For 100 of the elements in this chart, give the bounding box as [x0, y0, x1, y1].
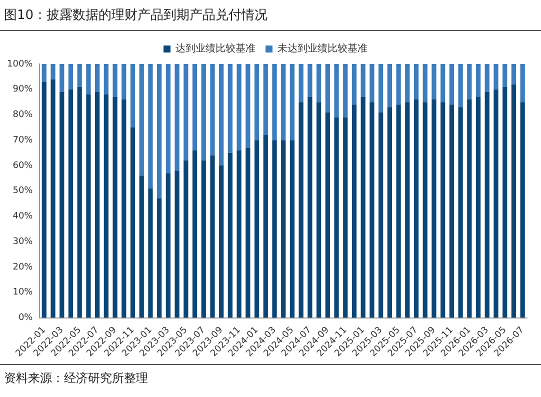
bar — [511, 84, 516, 318]
bar — [502, 64, 508, 87]
bar — [272, 140, 277, 318]
bar — [130, 127, 136, 318]
bar — [308, 64, 312, 97]
bar — [263, 64, 268, 136]
bar — [184, 160, 188, 318]
bar — [254, 64, 260, 140]
bar — [494, 89, 498, 318]
bar — [458, 64, 463, 108]
bar — [502, 86, 508, 318]
bar — [422, 102, 428, 318]
bar — [104, 94, 108, 318]
bar — [440, 64, 446, 102]
bar — [148, 188, 153, 318]
bar — [334, 64, 339, 118]
bar — [86, 64, 91, 94]
chart-title: 图10：披露数据的理财产品到期产品兑付情况 — [4, 7, 268, 24]
bar — [246, 148, 250, 318]
bar — [298, 102, 304, 318]
bar — [520, 64, 525, 102]
bar — [219, 64, 224, 166]
bar — [77, 86, 82, 318]
bar — [467, 64, 472, 100]
bar — [405, 64, 410, 102]
bar — [157, 198, 162, 318]
bar — [104, 64, 108, 94]
y-tick-label: 30% — [12, 236, 34, 247]
bar — [449, 104, 454, 318]
bar — [139, 64, 144, 176]
bar — [281, 64, 286, 140]
bar — [298, 64, 304, 102]
bar — [290, 64, 295, 140]
bar — [440, 102, 446, 318]
bar — [422, 64, 428, 102]
bar — [414, 100, 419, 318]
bar — [174, 170, 180, 318]
y-tick-label: 40% — [12, 212, 34, 222]
bar — [360, 96, 366, 318]
y-tick-label: 0% — [18, 313, 34, 324]
bar — [201, 160, 206, 318]
bar — [352, 64, 357, 105]
bar — [201, 64, 206, 160]
text: 资料来源：经济研究所整理 — [4, 370, 148, 387]
y-tick-label: 70% — [12, 135, 34, 146]
bar — [316, 102, 322, 318]
bar — [360, 64, 366, 97]
bar — [157, 64, 162, 198]
bar — [290, 140, 295, 318]
bar — [396, 64, 401, 105]
bar — [476, 96, 481, 318]
bar — [246, 64, 250, 148]
bar — [42, 82, 46, 318]
bar — [396, 104, 401, 318]
bar — [432, 100, 436, 318]
bar — [467, 100, 472, 318]
bar — [122, 64, 126, 100]
bar — [50, 64, 56, 80]
bar — [236, 150, 242, 318]
y-tick-label: 20% — [12, 262, 34, 272]
bar — [228, 64, 233, 153]
bar — [86, 94, 91, 318]
bar — [42, 64, 46, 82]
bar — [343, 117, 348, 318]
legend-label: 达到业绩比较基准 — [176, 42, 256, 55]
bar — [68, 64, 74, 90]
bar — [60, 64, 64, 92]
bar — [272, 64, 277, 140]
bar — [494, 64, 498, 90]
bar — [210, 64, 215, 156]
bar — [210, 155, 215, 318]
y-tick-label: 50% — [12, 186, 34, 196]
bar — [476, 64, 481, 97]
y-tick-label: 80% — [12, 110, 34, 120]
bar — [263, 135, 268, 318]
y-tick-label: 60% — [12, 160, 34, 171]
bar — [511, 64, 516, 84]
bar — [387, 107, 392, 318]
bar — [236, 64, 242, 150]
bar — [520, 102, 525, 318]
bar — [414, 64, 419, 100]
bar — [166, 64, 171, 174]
bar — [130, 64, 136, 128]
bar — [139, 176, 144, 318]
bar — [432, 64, 436, 100]
bar — [387, 64, 392, 108]
bar — [316, 64, 322, 102]
legend-label: 未达到业绩比较基准 — [278, 42, 368, 55]
bar — [370, 102, 374, 318]
bar — [254, 140, 260, 318]
bar — [184, 64, 188, 160]
bar — [281, 140, 286, 318]
bar — [370, 64, 374, 102]
bar — [352, 104, 357, 318]
bar — [112, 64, 118, 97]
y-tick-label: 10% — [12, 288, 34, 298]
bar — [60, 92, 64, 318]
bar — [308, 96, 312, 318]
y-tick-label: 100% — [6, 59, 34, 70]
bar — [484, 64, 490, 92]
